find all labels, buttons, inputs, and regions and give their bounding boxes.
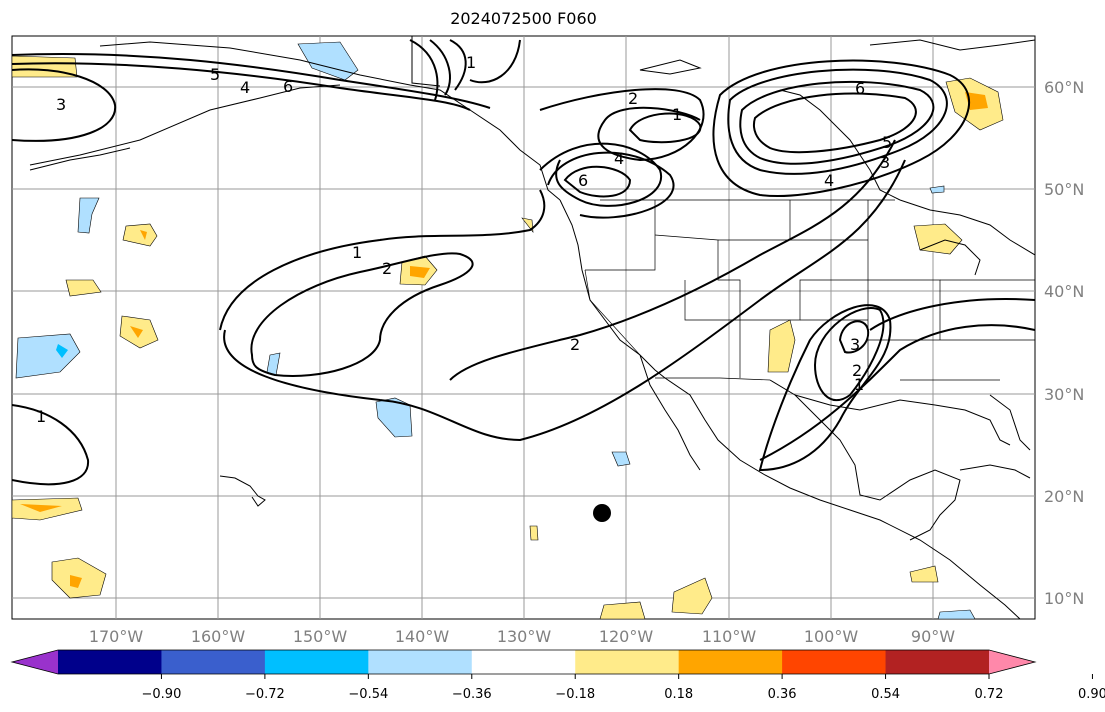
contour-label: 5 <box>882 133 892 152</box>
colorbar-tick-label: 0.54 <box>871 687 900 702</box>
contour-label: 4 <box>824 171 834 190</box>
contour-label: 2 <box>382 259 392 278</box>
contour-label: 4 <box>240 78 250 97</box>
lon-label: 140°W <box>395 627 450 646</box>
lat-label: 40°N <box>1044 282 1084 301</box>
colorbar-outline <box>10 649 1037 675</box>
lat-label: 30°N <box>1044 385 1084 404</box>
lon-label: 160°W <box>191 627 246 646</box>
contour-label: 6 <box>855 79 865 98</box>
colorbar-tick-label: 0.72 <box>975 687 1004 702</box>
colorbar-segment <box>885 650 990 674</box>
colorbar-segment <box>264 650 369 674</box>
colorbar-segment <box>678 650 783 674</box>
colorbar-ticks: −0.90 −0.72 −0.54 −0.36 −0.18 0.18 0.36 0.54 0.7… <box>142 674 1105 702</box>
latitude-labels: 60°N 50°N 40°N 30°N 20°N 10°N <box>1044 78 1084 608</box>
contour-lines <box>12 39 1035 486</box>
colorbar-segment <box>575 650 680 674</box>
colorbar-tick-label: 0.36 <box>768 687 797 702</box>
colorbar-segment <box>58 650 162 674</box>
colorbar-tick-label: 0.90 <box>1078 687 1105 702</box>
contour-label: 6 <box>283 77 293 96</box>
contour-label: 1 <box>854 375 864 394</box>
colorbar-tick-label: 0.18 <box>664 687 693 702</box>
contour-label: 1 <box>36 407 46 426</box>
map-title: 2024072500 F060 <box>450 9 597 28</box>
contour-label: 5 <box>210 65 220 84</box>
contour-label: 1 <box>672 105 682 124</box>
contour-label: 1 <box>352 243 362 262</box>
colorbar <box>10 649 1037 675</box>
contour-label: 3 <box>850 335 860 354</box>
lat-label: 50°N <box>1044 180 1084 199</box>
lon-label: 100°W <box>804 627 859 646</box>
lon-label: 90°W <box>911 627 955 646</box>
colorbar-segment <box>161 650 266 674</box>
lon-label: 170°W <box>89 627 144 646</box>
contour-label: 4 <box>614 149 624 168</box>
contour-label: 2 <box>852 361 862 380</box>
contour-label: 2 <box>570 335 580 354</box>
contour-label: 3 <box>56 95 66 114</box>
location-marker <box>593 504 611 522</box>
lon-label: 110°W <box>702 627 757 646</box>
lat-label: 60°N <box>1044 78 1084 97</box>
colorbar-segment <box>368 650 473 674</box>
lat-label: 20°N <box>1044 487 1084 506</box>
contour-label: 2 <box>628 89 638 108</box>
colorbar-tick-label: −0.54 <box>348 687 388 702</box>
colorbar-tick-label: −0.18 <box>555 687 595 702</box>
colorbar-tick-label: −0.36 <box>452 687 492 702</box>
longitude-labels: 170°W 160°W 150°W 140°W 130°W 120°W 110°… <box>89 627 955 646</box>
colorbar-segment <box>782 650 887 674</box>
lat-label: 10°N <box>1044 589 1084 608</box>
colorbar-tick-label: −0.72 <box>245 687 285 702</box>
contour-label: 3 <box>880 153 890 172</box>
lon-label: 150°W <box>293 627 348 646</box>
lon-label: 120°W <box>599 627 654 646</box>
contour-labels: 3 1 1 2 2 5 4 6 1 2 1 4 6 6 5 3 4 3 2 1 <box>36 53 892 426</box>
colorbar-segment <box>471 650 576 674</box>
lon-label: 130°W <box>497 627 552 646</box>
contour-label: 6 <box>578 171 588 190</box>
colorbar-extend-low <box>12 650 58 674</box>
contour-label: 1 <box>466 53 476 72</box>
colorbar-tick-label: −0.90 <box>142 687 182 702</box>
colorbar-extend-high <box>989 650 1035 674</box>
